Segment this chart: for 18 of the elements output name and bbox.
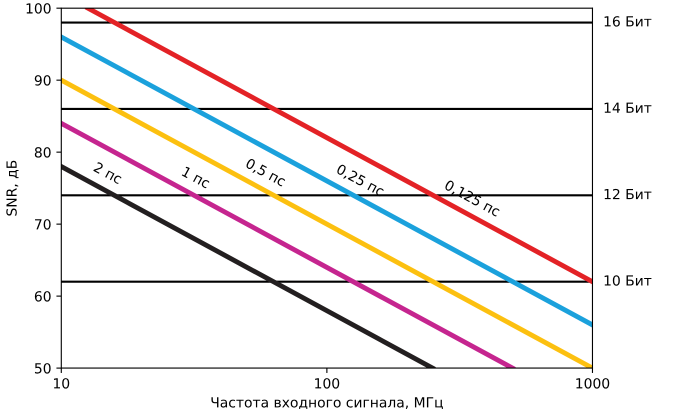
x-tick-label: 100: [315, 378, 340, 389]
y-tick-label: 60: [34, 291, 51, 302]
y-tick-label: 90: [34, 75, 51, 86]
ref-line-label: 12 Бит: [604, 188, 652, 200]
ref-line-label: 14 Бит: [604, 102, 652, 113]
annotation: 0,5 пс: [244, 158, 287, 188]
y-tick-label: 70: [35, 219, 51, 230]
y-tick-label: 80: [34, 147, 51, 158]
x-axis-title: Частота входного сигнала, МГц: [211, 397, 443, 409]
y-tick-label: 50: [34, 363, 51, 374]
x-tick-label: 10: [54, 378, 70, 389]
y-axis-title: SNR, дБ: [6, 160, 19, 216]
ref-line-label: 10 Бит: [604, 275, 652, 286]
x-tick-label: 1000: [576, 378, 610, 389]
ref-line-label: 16 Бит: [604, 16, 652, 27]
y-tick-label: 100: [26, 3, 51, 14]
annotation: 2 пс: [93, 162, 123, 184]
annotation: 1 пс: [182, 166, 211, 189]
